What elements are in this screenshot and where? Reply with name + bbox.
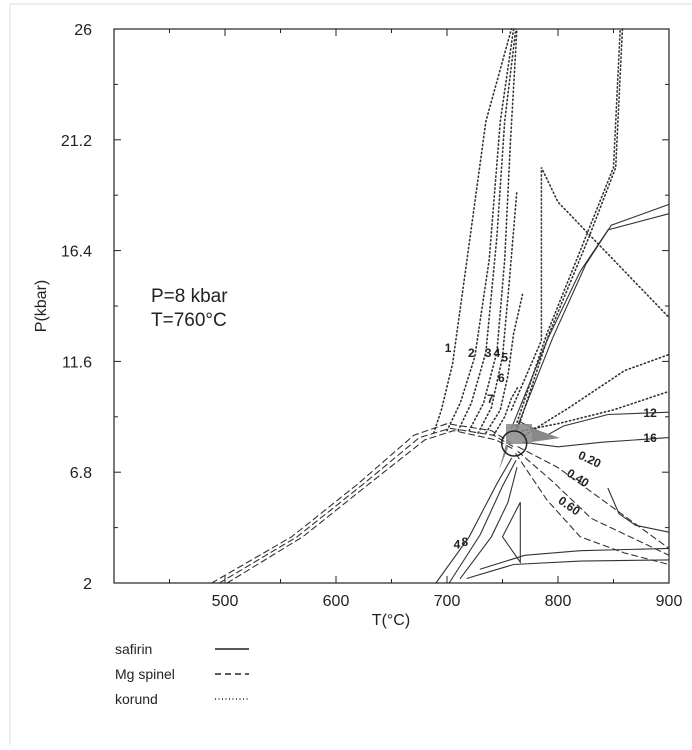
series-line-solid-3 xyxy=(510,213,670,429)
y-tick-label: 21.2 xyxy=(61,133,92,150)
series-line-dotted-17 xyxy=(432,28,513,434)
series-line-dotted-25 xyxy=(514,28,622,427)
series-line-solid-0 xyxy=(435,457,512,584)
x-tick-label: 900 xyxy=(656,593,683,610)
series-line-dotted-26 xyxy=(517,28,624,430)
x-tick-label: 800 xyxy=(545,593,572,610)
legend: safirin Mg spinel korund xyxy=(115,641,249,707)
contour-label-5: 6 xyxy=(498,371,505,385)
series-line-dotted-19 xyxy=(457,28,517,432)
series-line-solid-10 xyxy=(479,547,670,570)
series-line-dotted-20 xyxy=(468,28,518,432)
y-tick-label: 26 xyxy=(74,22,92,39)
series-line-solid-7 xyxy=(607,487,670,533)
y-tick-label: 16.4 xyxy=(61,244,92,261)
contour-label-13: 8 xyxy=(461,535,468,549)
contour-label-0: 1 xyxy=(445,341,452,355)
contour-label-4: 5 xyxy=(501,350,508,364)
series-line-dashed-11 xyxy=(211,423,515,584)
contour-label-8: 16 xyxy=(643,431,657,445)
series-line-solid-8 xyxy=(501,501,521,564)
x-axis-label: T(°C) xyxy=(372,612,410,629)
contour-label-7: 12 xyxy=(643,406,657,420)
contour-label-9: 0.20 xyxy=(576,448,603,471)
y-tick-label: 2 xyxy=(83,576,92,593)
x-tick-label: 500 xyxy=(212,593,239,610)
series-line-dotted-27 xyxy=(521,390,670,432)
series-line-dashed-15 xyxy=(517,450,670,556)
contour-label-1: 2 xyxy=(468,346,475,360)
legend-label-mg-spinel: Mg spinel xyxy=(115,666,175,682)
contour-label-10: 0.40 xyxy=(564,466,592,490)
legend-label-safirin: safirin xyxy=(115,641,152,657)
y-tick-label: 11.6 xyxy=(62,354,92,371)
y-tick-label: 6.8 xyxy=(70,465,92,482)
series-layer xyxy=(211,28,670,584)
contour-label-2: 3 xyxy=(485,346,492,360)
condition-annotation-temperature: T=760°C xyxy=(151,310,227,331)
series-line-dotted-23 xyxy=(492,385,519,437)
legend-label-korund: korund xyxy=(115,691,158,707)
series-line-dotted-24 xyxy=(510,167,670,411)
series-line-solid-9 xyxy=(466,559,670,579)
series-line-dashed-13 xyxy=(226,430,515,584)
series-line-solid-1 xyxy=(448,460,517,584)
contour-label-3: 4 xyxy=(494,346,501,360)
marker-wedge xyxy=(532,428,560,442)
x-tick-label: 700 xyxy=(434,593,461,610)
contour-label-12: 4 xyxy=(454,537,461,551)
series-line-dashed-12 xyxy=(218,427,515,584)
condition-marker xyxy=(500,430,528,457)
series-line-solid-2 xyxy=(459,467,518,579)
series-line-solid-4 xyxy=(515,203,670,432)
marker-region xyxy=(506,424,532,444)
marker-wedge xyxy=(499,444,508,470)
contour-label-6: 7 xyxy=(487,392,494,406)
series-line-dotted-18 xyxy=(446,28,515,432)
y-axis-label: P(kbar) xyxy=(33,280,50,332)
series-line-dashed-16 xyxy=(515,453,670,566)
series-line-dotted-28 xyxy=(523,353,670,437)
x-tick-label: 600 xyxy=(323,593,350,610)
series-line-solid-6 xyxy=(521,437,670,448)
series-line-dotted-21 xyxy=(477,189,518,434)
series-line-dashed-14 xyxy=(517,446,670,549)
condition-annotation-pressure: P=8 kbar xyxy=(151,286,228,307)
